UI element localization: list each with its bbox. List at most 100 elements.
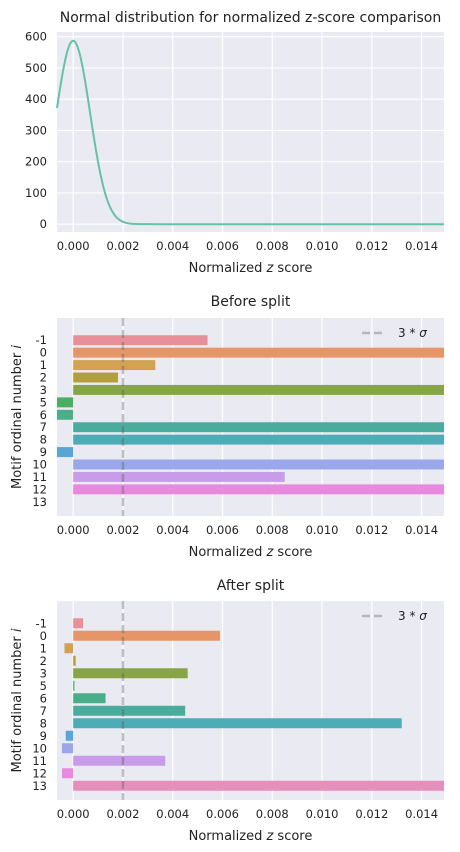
y-tick-label: 6 [40, 408, 47, 422]
y-tick-label: 1 [40, 641, 47, 655]
x-tick-label: 0.000 [57, 523, 90, 537]
x-tick-label: 0.014 [405, 523, 438, 537]
x-axis-label-part: score [273, 829, 312, 844]
y-tick-label: 2 [40, 371, 47, 385]
y-tick-label: 300 [25, 123, 47, 137]
before-split-chart: 0.000 0.002 0.004 0.006 0.008 0.010 0.012 0.014… [10, 294, 444, 560]
x-tick-label: 0.002 [106, 523, 139, 537]
x-tick-label: 0.006 [206, 239, 239, 253]
y-tick-label: 3 [40, 383, 47, 397]
y-tick-label: 9 [40, 445, 47, 459]
y-axis-label-part: i [10, 345, 25, 349]
bar-motif-2 [73, 372, 118, 383]
legend-label-part: σ [419, 326, 427, 340]
legend-label-part: σ [419, 609, 427, 623]
bar-motif-13 [73, 780, 444, 791]
x-axis-label: Normalized z score [189, 829, 313, 844]
bar-motif-9 [65, 730, 74, 741]
y-tick-label: 10 [32, 458, 47, 472]
x-tick-label: 0.006 [206, 807, 239, 821]
bar-motif-3 [73, 668, 188, 679]
x-axis-label-part: score [273, 261, 312, 276]
bar-motif-11 [73, 471, 285, 482]
y-tick-label: -1 [36, 333, 47, 347]
y-tick-label: -1 [36, 616, 47, 630]
x-tick-label: 0.014 [405, 807, 438, 821]
after-split-chart: 0.000 0.002 0.004 0.006 0.008 0.010 0.012 0.014… [10, 578, 444, 844]
y-tick-label: 5 [40, 679, 47, 693]
y-tick-label: 7 [40, 704, 47, 718]
bar-motif-11 [73, 755, 166, 766]
x-tick-label: 0.000 [57, 807, 90, 821]
bar-motif-12 [73, 484, 444, 495]
y-tick-label: 2 [40, 654, 47, 668]
x-axis-label: Normalized z score [189, 545, 313, 560]
legend-label: 3 * σ [398, 326, 427, 340]
y-axis-label: Motif ordinal number i [10, 628, 25, 772]
plot-area [57, 32, 444, 232]
y-tick-label: 12 [32, 766, 47, 780]
y-tick-label: 400 [25, 92, 47, 106]
bar-motif-7 [73, 705, 186, 716]
chart-title: After split [217, 578, 285, 594]
x-tick-label: 0.010 [306, 807, 339, 821]
bar-motif-0 [73, 630, 221, 641]
x-tick-label: 0.012 [355, 523, 388, 537]
x-axis-label-part: score [273, 545, 312, 560]
bar-motif--1 [73, 335, 208, 346]
y-tick-label: 5 [40, 395, 47, 409]
y-tick-label: 12 [32, 482, 47, 496]
y-tick-label: 0 [40, 629, 47, 643]
y-tick-label: 11 [32, 470, 47, 484]
x-tick-label: 0.010 [306, 523, 339, 537]
bar-motif--1 [73, 618, 84, 629]
legend-label-part: * [406, 326, 420, 340]
y-tick-label: 9 [40, 729, 47, 743]
y-tick-label: 8 [40, 433, 47, 447]
x-tick-label: 0.014 [405, 239, 438, 253]
x-tick-label: 0.004 [156, 807, 189, 821]
legend-label-part: * [406, 609, 420, 623]
bar-motif-7 [73, 422, 444, 433]
bar-motif-3 [73, 384, 444, 395]
x-axis-label-part: Normalized [189, 545, 267, 560]
y-tick-label: 10 [32, 741, 47, 755]
x-tick-label: 0.000 [57, 239, 90, 253]
distribution-chart: 0.000 0.002 0.004 0.006 0.008 0.010 0.012 0.014… [25, 10, 444, 276]
bar-motif-5 [73, 680, 75, 691]
y-tick-label: 1 [40, 358, 47, 372]
y-tick-label: 200 [25, 155, 47, 169]
bar-motif-1 [64, 643, 74, 654]
y-tick-label: 500 [25, 61, 47, 75]
y-tick-label: 0 [40, 346, 47, 360]
x-tick-label: 0.006 [206, 523, 239, 537]
y-tick-label: 600 [25, 30, 47, 44]
bar-motif-0 [73, 347, 444, 358]
legend-label-part: 3 [398, 326, 406, 340]
x-axis-label-part: Normalized [189, 261, 267, 276]
y-tick-label: 100 [25, 186, 47, 200]
x-tick-label: 0.002 [106, 239, 139, 253]
bar-motif-8 [73, 718, 402, 729]
x-axis-label-part: Normalized [189, 829, 267, 844]
bar-motif-6 [57, 409, 74, 420]
x-tick-label: 0.002 [106, 807, 139, 821]
y-tick-label: 11 [32, 754, 47, 768]
x-tick-label: 0.008 [256, 239, 289, 253]
y-tick-label: 13 [32, 495, 47, 509]
x-axis-label-part: z [265, 829, 274, 844]
x-axis-label-part: z [265, 261, 274, 276]
bar-motif-9 [57, 447, 74, 458]
y-tick-label: 7 [40, 420, 47, 434]
x-tick-label: 0.010 [306, 239, 339, 253]
x-tick-label: 0.012 [355, 807, 388, 821]
x-axis-label: Normalized z score [189, 261, 313, 276]
y-tick-label: 6 [40, 691, 47, 705]
legend-label-part: 3 [398, 609, 406, 623]
y-tick-label: 13 [32, 779, 47, 793]
bar-motif-8 [73, 434, 444, 445]
y-axis-label-part: Motif ordinal number [10, 349, 25, 489]
legend-label: 3 * σ [398, 609, 427, 623]
y-axis-label-part: i [10, 628, 25, 632]
